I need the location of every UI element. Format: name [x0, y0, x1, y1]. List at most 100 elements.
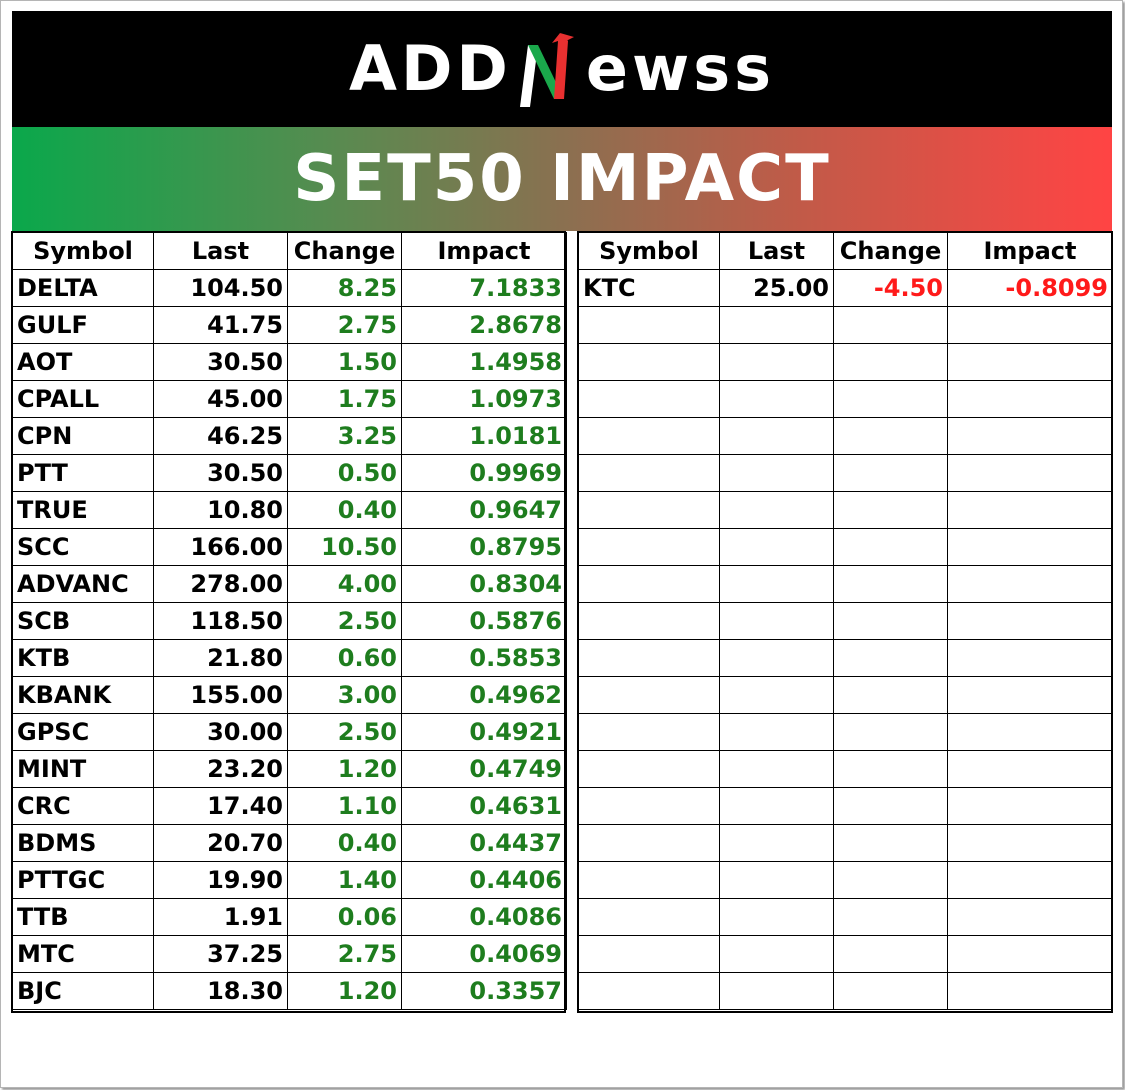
title-banner: SET50 IMPACT [12, 127, 1112, 231]
impact-cell [947, 343, 1113, 381]
header-impact: Impact [401, 232, 567, 270]
change-cell: 1.20 [287, 972, 402, 1010]
symbol-cell [578, 972, 720, 1010]
impact-cell: 0.8795 [401, 528, 567, 566]
symbol-cell [578, 380, 720, 418]
change-cell [833, 602, 948, 640]
table-row [578, 306, 1113, 344]
addnewss-logo: ADD ewss [349, 29, 775, 109]
change-cell [833, 306, 948, 344]
change-cell [833, 750, 948, 788]
last-cell: 278.00 [153, 565, 288, 603]
change-cell [833, 380, 948, 418]
last-cell [719, 676, 834, 714]
change-cell: 10.50 [287, 528, 402, 566]
symbol-cell: KBANK [12, 676, 154, 714]
table-row: SCC 166.00 10.50 0.8795 [12, 528, 567, 566]
symbol-cell [578, 861, 720, 899]
change-cell: 0.60 [287, 639, 402, 677]
change-cell: 3.00 [287, 676, 402, 714]
impact-cell [947, 565, 1113, 603]
symbol-cell [578, 306, 720, 344]
change-cell: 2.75 [287, 935, 402, 973]
impact-cell: 0.4631 [401, 787, 567, 825]
impact-cell: 0.8304 [401, 565, 567, 603]
change-cell [833, 491, 948, 529]
symbol-cell [578, 824, 720, 862]
last-cell: 166.00 [153, 528, 288, 566]
header-symbol: Symbol [12, 232, 154, 270]
table-row [578, 935, 1113, 973]
table-row: CPALL 45.00 1.75 1.0973 [12, 380, 567, 418]
change-cell: 3.25 [287, 417, 402, 455]
change-cell [833, 343, 948, 381]
last-cell [719, 861, 834, 899]
impact-cell: 0.4406 [401, 861, 567, 899]
impact-cell: 2.8678 [401, 306, 567, 344]
header-symbol: Symbol [578, 232, 720, 270]
change-cell: 1.10 [287, 787, 402, 825]
last-cell [719, 935, 834, 973]
impact-cell: 0.4086 [401, 898, 567, 936]
table-row: DELTA 104.50 8.25 7.1833 [12, 269, 567, 307]
table-row: BJC 18.30 1.20 0.3357 [12, 972, 567, 1010]
table-row: GPSC 30.00 2.50 0.4921 [12, 713, 567, 751]
symbol-cell: BDMS [12, 824, 154, 862]
table-row: SCB 118.50 2.50 0.5876 [12, 602, 567, 640]
logo-text-right: ewss [585, 32, 776, 105]
last-cell: 21.80 [153, 639, 288, 677]
change-cell: 1.75 [287, 380, 402, 418]
symbol-cell: PTT [12, 454, 154, 492]
table-row [578, 491, 1113, 529]
last-cell: 20.70 [153, 824, 288, 862]
change-cell: 2.50 [287, 602, 402, 640]
symbol-cell: CPALL [12, 380, 154, 418]
table-row [578, 528, 1113, 566]
last-cell [719, 380, 834, 418]
impact-cell: 0.4921 [401, 713, 567, 751]
last-cell [719, 824, 834, 862]
symbol-cell [578, 491, 720, 529]
symbol-cell: KTC [578, 269, 720, 307]
symbol-cell [578, 787, 720, 825]
last-cell [719, 417, 834, 455]
last-cell [719, 713, 834, 751]
last-cell [719, 343, 834, 381]
last-cell [719, 454, 834, 492]
symbol-cell: AOT [12, 343, 154, 381]
change-cell [833, 639, 948, 677]
last-cell: 41.75 [153, 306, 288, 344]
impact-cell [947, 380, 1113, 418]
logo-banner: ADD ewss [12, 11, 1112, 127]
table-row: ADVANC 278.00 4.00 0.8304 [12, 565, 567, 603]
impact-cell [947, 417, 1113, 455]
impact-cell: 7.1833 [401, 269, 567, 307]
change-cell [833, 676, 948, 714]
symbol-cell [578, 454, 720, 492]
impact-cell [947, 676, 1113, 714]
last-cell [719, 787, 834, 825]
table-row [578, 787, 1113, 825]
logo-n-icon [519, 33, 574, 107]
last-cell: 37.25 [153, 935, 288, 973]
table-row [578, 824, 1113, 862]
symbol-cell [578, 565, 720, 603]
last-cell [719, 898, 834, 936]
impact-cell: 0.4749 [401, 750, 567, 788]
change-cell [833, 861, 948, 899]
gainers-header-row: Symbol Last Change Impact [12, 232, 567, 270]
impact-cell: 0.4069 [401, 935, 567, 973]
table-row: KTC 25.00 -4.50 -0.8099 [578, 269, 1113, 307]
header-change: Change [833, 232, 948, 270]
last-cell: 23.20 [153, 750, 288, 788]
impact-cell: 0.5876 [401, 602, 567, 640]
last-cell: 155.00 [153, 676, 288, 714]
table-row [578, 639, 1113, 677]
change-cell [833, 713, 948, 751]
last-cell [719, 639, 834, 677]
impact-cell: 1.4958 [401, 343, 567, 381]
table-row [578, 972, 1113, 1010]
last-cell: 19.90 [153, 861, 288, 899]
header-change: Change [287, 232, 402, 270]
impact-cell: 0.3357 [401, 972, 567, 1010]
